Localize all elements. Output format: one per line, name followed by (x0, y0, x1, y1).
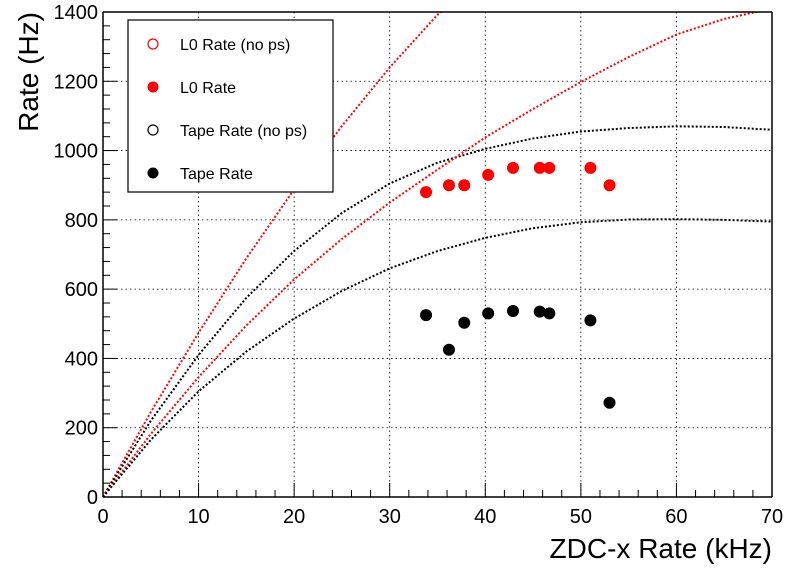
legend-marker-open (147, 38, 159, 50)
x-tick-label: 40 (474, 506, 496, 528)
axes (102, 11, 773, 498)
tape-rate-point (533, 305, 546, 318)
l0-rate-point (507, 161, 520, 174)
l0-rate-point (603, 179, 616, 192)
x-tick-label: 30 (379, 506, 401, 528)
l0-rate-point (543, 161, 556, 174)
tape-rate-point (420, 309, 433, 322)
tape-rate-point (458, 316, 471, 329)
x-tick-label: 20 (283, 506, 305, 528)
x-axis-title: ZDC-x Rate (kHz) (550, 533, 772, 564)
y-tick-label: 800 (65, 210, 98, 232)
y-axis-title: Rate (Hz) (13, 12, 44, 132)
legend-label: L0 Rate (180, 80, 236, 97)
curve-4 (103, 218, 772, 497)
l0-rate-point (442, 179, 455, 192)
l0-rate-point (533, 161, 546, 174)
data-points (420, 161, 616, 409)
legend-marker-open (147, 124, 159, 136)
x-tick-label: 70 (761, 506, 783, 528)
y-tick-label: 1000 (54, 141, 99, 163)
legend: L0 Rate (no ps) L0 Rate Tape Rate (no ps) T… (127, 19, 334, 193)
l0-rate-point (458, 179, 471, 192)
curve-3 (103, 12, 761, 497)
y-tick-label: 1400 (54, 2, 99, 24)
ticks: 0 10 20 30 40 50 60 70 0 200 400 600 800 1000 1200 1400 (54, 2, 784, 528)
legend-marker-filled (147, 167, 159, 179)
tape-rate-point (507, 304, 520, 317)
x-tick-label: 10 (187, 506, 209, 528)
tape-rate-point (442, 343, 455, 356)
x-tick-label: 0 (97, 506, 108, 528)
l0-rate-point (420, 186, 433, 199)
y-tick-label: 1200 (54, 71, 99, 93)
legend-items: L0 Rate (no ps) L0 Rate Tape Rate (no ps) T… (147, 37, 307, 183)
l0-rate-point (482, 168, 495, 181)
legend-box (127, 19, 334, 193)
tape-rate-point (584, 314, 597, 327)
tape-rate-point (603, 396, 616, 409)
curve-2 (103, 125, 772, 497)
y-tick-label: 600 (65, 279, 98, 301)
curves (103, 12, 772, 497)
legend-label: L0 Rate (no ps) (180, 37, 290, 54)
legend-marker-filled (147, 81, 159, 93)
x-tick-label: 50 (570, 506, 592, 528)
legend-label: Tape Rate (no ps) (180, 123, 307, 140)
tape-rate-point (482, 307, 495, 320)
l0-rate-point (584, 161, 597, 174)
y-tick-label: 0 (87, 487, 98, 509)
grid (103, 12, 772, 497)
y-tick-label: 400 (65, 348, 98, 370)
tape-rate-point (543, 307, 556, 320)
y-tick-label: 200 (65, 418, 98, 440)
legend-label: Tape Rate (180, 166, 253, 183)
x-tick-label: 60 (665, 506, 687, 528)
